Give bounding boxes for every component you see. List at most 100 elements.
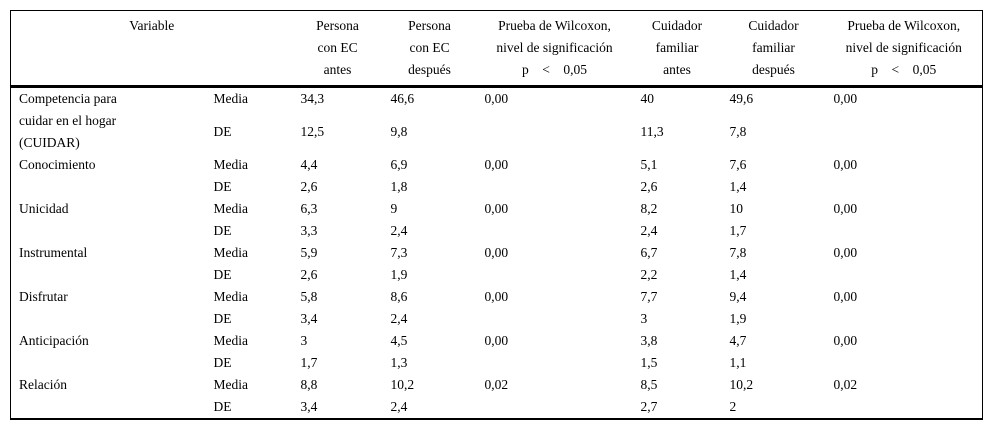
variable-line: Instrumental [19, 245, 88, 260]
measure-label-media: Media [213, 201, 249, 216]
column-header-line: después [408, 62, 451, 77]
value-cell: 2,2 [640, 267, 658, 282]
value-cell: 5,8 [300, 289, 318, 304]
value-cell: 3,8 [640, 333, 658, 348]
value-cell [477, 352, 633, 374]
value-cell [826, 176, 983, 198]
column-header-line: Persona [316, 18, 359, 33]
value-cell: 2,6 [300, 267, 318, 282]
value-cell: 49,6 [729, 91, 754, 106]
value-cell: 1,5 [640, 355, 658, 370]
value-cell: 3 [640, 311, 648, 326]
value-cell: 10 [729, 201, 744, 216]
value-cell: 8,2 [640, 201, 658, 216]
value-cell [826, 308, 983, 330]
measure-label-media: Media [213, 377, 249, 392]
value-cell: 2,4 [390, 311, 408, 326]
value-cell: 1,9 [729, 311, 747, 326]
table-row-media: Instrumental Media 5,9 7,3 0,00 6,7 7,8 0,00 [11, 242, 983, 264]
variable-cell: Relación [11, 374, 206, 419]
table-row-media: Relación Media 8,8 10,2 0,02 8,5 10,2 0,02 [11, 374, 983, 396]
column-header: Persona con EC antes [292, 10, 383, 88]
column-header-line: después [752, 62, 795, 77]
variable-cell: Instrumental [11, 242, 206, 286]
value-cell: 0,00 [484, 333, 509, 348]
table-row-media: Conocimiento Media 4,4 6,9 0,00 5,1 7,6 0,00 [11, 154, 983, 176]
value-cell: 7,7 [640, 289, 658, 304]
value-cell: 6,7 [640, 245, 658, 260]
value-cell: 0,02 [833, 377, 858, 392]
measure-label-de: DE [213, 267, 232, 282]
table-row-de: DE 12,5 9,8 11,3 7,8 [11, 121, 983, 154]
variable-line: cuidar en el hogar [19, 113, 117, 128]
column-header: Cuidador familiar antes [632, 10, 722, 88]
column-header-line: con EC [317, 40, 358, 55]
value-cell: 9 [390, 201, 398, 216]
value-cell: 3,4 [300, 311, 318, 326]
value-cell: 5,9 [300, 245, 318, 260]
value-cell: 5,1 [640, 157, 658, 172]
measure-label-media: Media [213, 333, 249, 348]
column-header-line: p < 0,05 [871, 62, 937, 77]
value-cell [826, 396, 983, 419]
variable-line: Competencia para [19, 91, 117, 106]
variable-line: Unicidad [19, 201, 69, 216]
value-cell: 7,6 [729, 157, 747, 172]
value-cell: 0,02 [484, 377, 509, 392]
value-cell: 10,2 [729, 377, 754, 392]
value-cell: 1,7 [729, 223, 747, 238]
value-cell: 8,5 [640, 377, 658, 392]
column-header: Cuidador familiar después [721, 10, 826, 88]
measure-label-de: DE [213, 223, 232, 238]
value-cell: 1,3 [390, 355, 408, 370]
variable-line: (CUIDAR) [19, 135, 80, 150]
variable-cell: Disfrutar [11, 286, 206, 330]
column-header-line: nivel de significación [496, 40, 613, 55]
value-cell: 9,4 [729, 289, 747, 304]
measure-label-de: DE [213, 399, 232, 414]
value-cell: 3 [300, 333, 308, 348]
value-cell: 6,9 [390, 157, 408, 172]
value-cell [477, 308, 633, 330]
value-cell [826, 220, 983, 242]
value-cell: 1,4 [729, 267, 747, 282]
value-cell: 3,3 [300, 223, 318, 238]
table-row-de: DE 2,6 1,8 2,6 1,4 [11, 176, 983, 198]
value-cell [477, 396, 633, 419]
variable-cell: Competencia para cuidar en el hogar (CUIDA… [11, 87, 206, 155]
value-cell: 0,00 [833, 91, 858, 106]
table-row-de: DE 3,3 2,4 2,4 1,7 [11, 220, 983, 242]
column-header-line: antes [323, 62, 352, 77]
table-row-media: Anticipación Media 3 4,5 0,00 3,8 4,7 0,00 [11, 330, 983, 352]
value-cell: 2,6 [300, 179, 318, 194]
table-body: Competencia para cuidar en el hogar (CUIDA… [11, 87, 983, 420]
value-cell: 0,00 [833, 333, 858, 348]
value-cell: 0,00 [484, 289, 509, 304]
value-cell: 1,7 [300, 355, 318, 370]
column-header-line: Prueba de Wilcoxon, [498, 18, 611, 33]
measure-label-media: Media [213, 245, 249, 260]
value-cell [826, 264, 983, 286]
variable-line: Conocimiento [19, 157, 96, 172]
variable-cell: Unicidad [11, 198, 206, 242]
column-header-line: familiar [752, 40, 795, 55]
value-cell: 2,4 [640, 223, 658, 238]
value-cell: 0,00 [484, 157, 509, 172]
value-cell: 2 [729, 399, 737, 414]
value-cell: 1,9 [390, 267, 408, 282]
value-cell: 2,4 [390, 399, 408, 414]
table-row-de: DE 3,4 2,4 2,7 2 [11, 396, 983, 419]
value-cell: 4,7 [729, 333, 747, 348]
value-cell: 0,00 [484, 201, 509, 216]
measure-label-de: DE [213, 179, 232, 194]
table-row-media: Disfrutar Media 5,8 8,6 0,00 7,7 9,4 0,00 [11, 286, 983, 308]
column-header-line: Cuidador [748, 18, 799, 33]
value-cell: 0,00 [833, 157, 858, 172]
header-row: Variable Persona con EC antes Persona con EC… [10, 10, 983, 88]
column-header-line: Prueba de Wilcoxon, [847, 18, 961, 33]
value-cell [826, 121, 983, 154]
value-cell: 7,3 [390, 245, 408, 260]
column-header-line: Cuidador [651, 18, 703, 33]
value-cell: 2,4 [390, 223, 408, 238]
